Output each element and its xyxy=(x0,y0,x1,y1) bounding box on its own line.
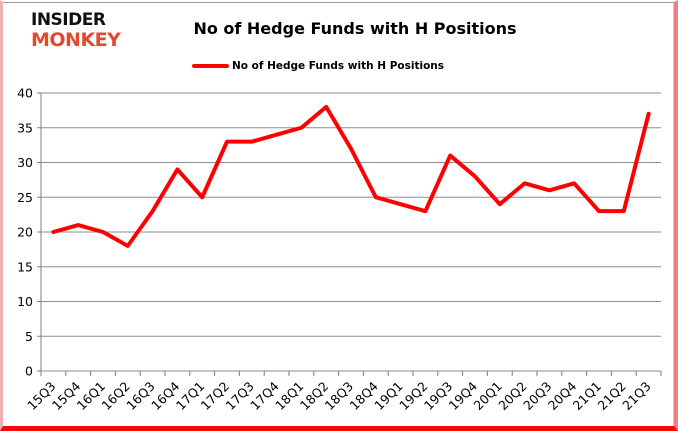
legend-label: No of Hedge Funds with H Positions xyxy=(231,60,445,72)
y-tick-label: 25 xyxy=(17,190,33,205)
y-tick-label: 30 xyxy=(17,155,33,170)
insider-monkey-logo: INSIDER MONKEY xyxy=(31,10,121,51)
y-tick-label: 0 xyxy=(25,364,33,379)
x-tick-label: 21Q3 xyxy=(619,379,653,413)
chart-title: No of Hedge Funds with H Positions xyxy=(193,19,517,38)
logo-line-insider: INSIDER xyxy=(31,10,106,30)
y-tick-label: 40 xyxy=(17,86,33,101)
line-chart: 051015202530354015Q315Q416Q116Q216Q316Q4… xyxy=(17,86,662,413)
chart-card-inner: INSIDER MONKEY No of Hedge Funds with H … xyxy=(3,2,674,426)
y-tick-label: 15 xyxy=(17,259,33,274)
y-tick-label: 5 xyxy=(25,329,33,344)
legend: No of Hedge Funds with H Positions xyxy=(3,60,633,72)
logo-line-monkey: MONKEY xyxy=(31,29,121,51)
y-tick-label: 20 xyxy=(17,225,33,240)
y-tick-label: 35 xyxy=(17,120,33,135)
y-tick-label: 10 xyxy=(17,294,33,309)
series-line xyxy=(51,104,651,248)
legend-line-swatch xyxy=(191,64,229,68)
